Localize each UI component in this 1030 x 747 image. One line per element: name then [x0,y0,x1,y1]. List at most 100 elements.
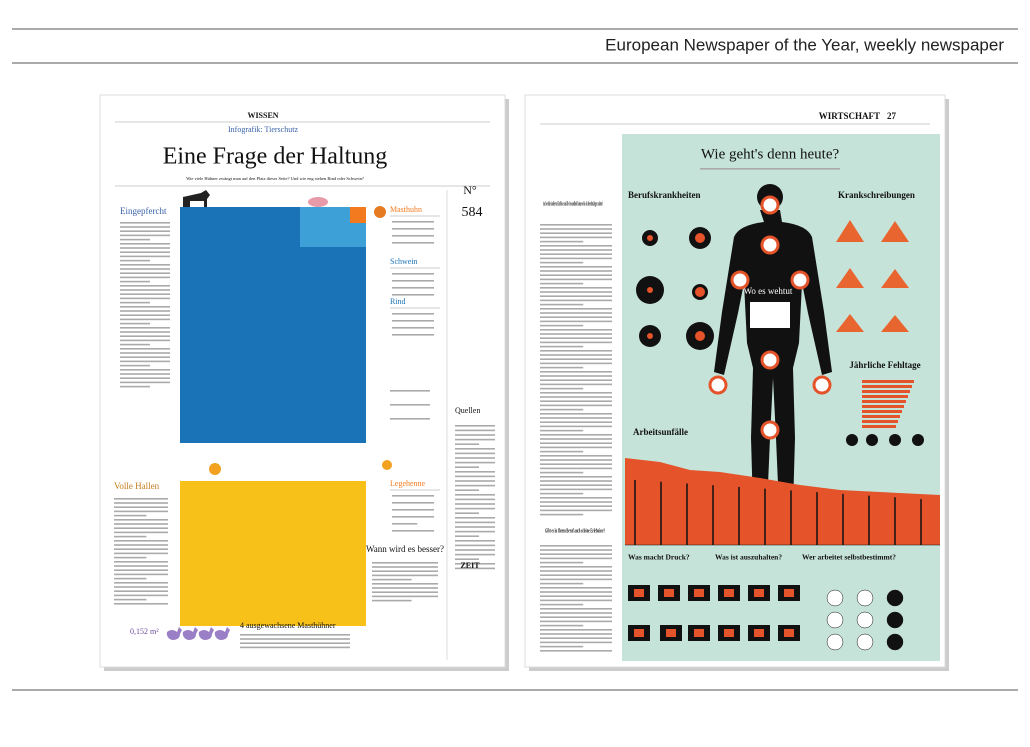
sick-triangle [836,220,864,242]
text-line [540,438,612,440]
text-line [120,322,150,325]
text-line [455,530,495,533]
text-line [114,598,147,601]
text-line [540,404,612,407]
text-line [540,446,612,449]
hen-icon [382,460,392,470]
text-line [540,608,612,610]
text-line [455,517,495,519]
text-line [540,266,612,268]
text-line [392,530,434,532]
text-line [540,616,612,618]
sick-triangle [881,221,909,242]
text-line [540,471,584,474]
text-line [540,240,584,243]
text-line [114,514,147,517]
text-line [372,583,438,585]
kicker: Infografik: Tierschutz [228,125,298,134]
text-line [120,289,170,291]
text-line [392,287,434,289]
text-line [120,356,170,358]
text-line [392,273,434,275]
text-line [120,276,170,279]
text-line [120,331,170,333]
text-line [372,562,438,564]
text-line [120,335,170,337]
text-line [540,570,612,572]
text-line [392,320,434,322]
text-line [392,516,434,518]
text-line [540,329,612,331]
text-line [540,333,612,335]
stress-core [634,589,644,597]
text-line [120,226,170,228]
text-line [540,509,612,512]
text-line [540,645,584,648]
stress-core [694,629,704,637]
text-line [540,249,612,251]
text-line [114,535,147,538]
issue-label: N° [463,183,477,197]
text-line [240,646,350,649]
text-line [120,234,170,237]
autonomy-dot [856,611,874,629]
stress-core [784,589,794,597]
animal-label: Masthuhn [390,205,422,214]
logo: ZEIT [460,561,480,570]
text-line [392,502,434,504]
text-line [540,362,612,365]
text-line [372,587,438,589]
chicken-area [350,207,366,223]
absence-bar [862,410,902,413]
text-line [455,475,495,478]
pain-dot [708,375,728,395]
text-line [372,566,438,568]
autonomy-dot [856,589,874,607]
text-line [455,521,495,524]
absence-bar [862,385,912,388]
disease-core [647,235,653,241]
text-line [114,519,168,521]
text-line [455,512,479,514]
sick-triangle [881,269,909,288]
text-line [540,375,612,377]
text-line [540,637,612,639]
text-line [540,274,612,276]
text-line [540,620,612,623]
infographic-title: Wie geht's denn heute? [701,146,840,162]
text-line [120,222,170,224]
text-line [540,641,612,644]
text-line [120,259,150,262]
text-line [540,224,612,226]
absence-bar [862,390,910,393]
text-line [114,527,168,529]
text-line [120,255,170,258]
text-line [540,245,612,247]
text-line [120,301,150,304]
animal-label: Legehenne [390,479,426,488]
text-line [540,236,612,239]
text-line [540,591,612,593]
text-line [540,566,612,568]
sick-triangle [836,314,864,332]
text-line [540,455,612,457]
absence-bar [862,425,896,428]
pain-dot [790,270,810,290]
absence-bar [862,420,898,423]
text-line [455,549,495,551]
text-line [120,373,170,375]
stress-core [754,629,764,637]
pain-dot [760,235,780,255]
subtitle: Wie viele Hühner zwängt man auf den Plat… [186,176,364,181]
text-line [392,242,434,244]
text-line [540,429,584,432]
section: WIRTSCHAFT [819,111,880,121]
text-line [540,599,612,602]
text-line [114,582,168,584]
text-line [372,578,412,581]
text-line [455,540,495,542]
text-line [120,377,170,379]
stress-core [724,589,734,597]
text-line [540,371,612,373]
